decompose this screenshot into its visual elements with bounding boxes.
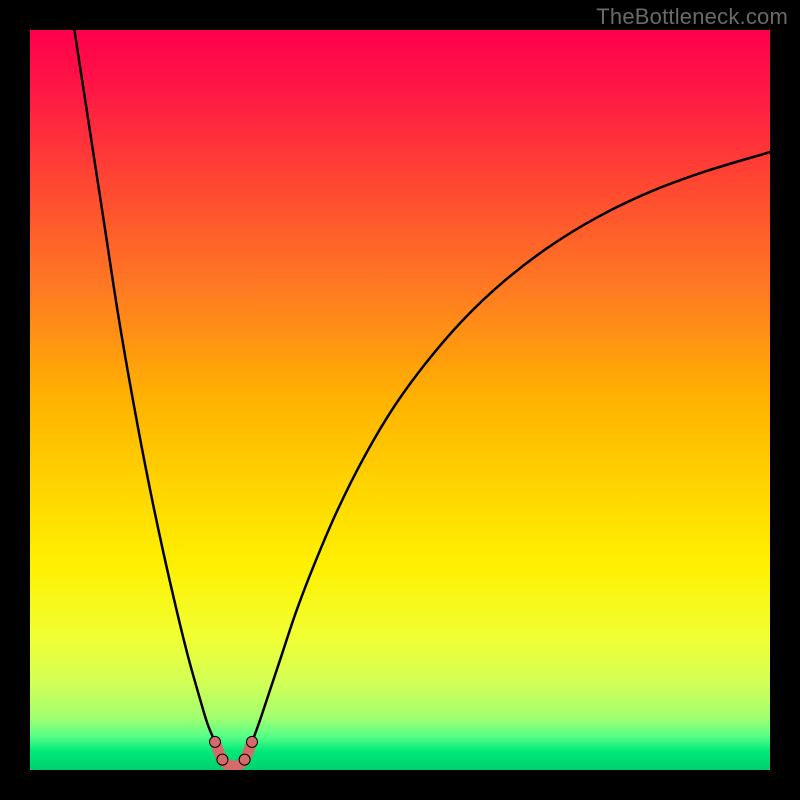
watermark-text: TheBottleneck.com	[596, 4, 788, 30]
curve-marker	[210, 736, 221, 747]
bottleneck-curve-chart	[30, 30, 770, 770]
curve-marker	[239, 754, 250, 765]
chart-svg	[30, 30, 770, 770]
chart-container: TheBottleneck.com	[0, 0, 800, 800]
curve-marker	[217, 754, 228, 765]
curve-marker	[247, 736, 258, 747]
